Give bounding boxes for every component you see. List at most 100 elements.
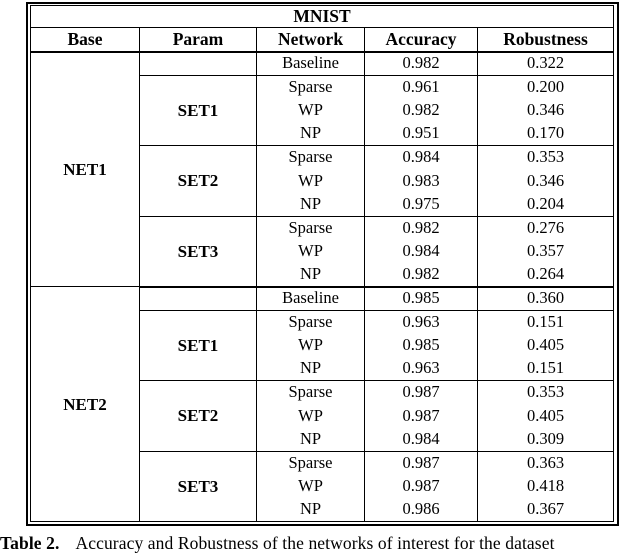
network-cell: WP — [256, 98, 365, 122]
table-row: NET1 Baseline 0.982 0.322 — [30, 51, 615, 287]
accuracy-cell: 0.982 — [364, 263, 478, 288]
param-cell-empty — [139, 286, 257, 311]
network-cell: Sparse — [256, 380, 365, 404]
table-row: NP 0.975 0.204 — [31, 192, 615, 217]
accuracy-cell: 0.987 — [364, 404, 478, 428]
accuracy-cell: 0.975 — [364, 192, 478, 217]
accuracy-cell: 0.963 — [364, 357, 478, 381]
network-cell: WP — [256, 239, 365, 263]
param-cell-set1: SET1 — [139, 75, 257, 146]
table-row: NP 0.984 0.309 — [31, 427, 615, 452]
network-cell: WP — [256, 333, 365, 357]
table-row: WP 0.982 0.346 — [31, 98, 615, 122]
table-row: NET2 Baseline 0.985 0.360 — [30, 286, 615, 522]
robustness-cell: 0.353 — [476, 145, 615, 169]
accuracy-cell: 0.984 — [364, 145, 478, 169]
network-cell: NP — [256, 192, 365, 217]
network-cell: Baseline — [256, 286, 365, 311]
network-cell: NP — [256, 357, 365, 381]
robustness-cell: 0.357 — [476, 239, 615, 263]
robustness-cell: 0.367 — [476, 498, 615, 522]
param-cell-empty — [139, 51, 257, 76]
param-cell-set2: SET2 — [139, 380, 257, 452]
param-cell-set3: SET3 — [139, 451, 257, 522]
table-row: NP 0.963 0.151 — [31, 357, 615, 381]
robustness-cell: 0.405 — [476, 404, 615, 428]
base-cell-net1: NET1 — [30, 51, 140, 287]
accuracy-cell: 0.984 — [364, 427, 478, 452]
accuracy-cell: 0.961 — [364, 75, 478, 99]
column-header-param: Param — [139, 27, 257, 53]
accuracy-cell: 0.982 — [364, 98, 478, 122]
results-table: MNIST Base Param Network Accuracy Robust… — [29, 5, 615, 522]
table-row: WP 0.987 0.405 — [31, 404, 615, 428]
robustness-cell: 0.151 — [476, 357, 615, 381]
table-2-frame: MNIST Base Param Network Accuracy Robust… — [26, 2, 620, 526]
accuracy-cell: 0.982 — [364, 51, 478, 76]
network-cell: WP — [256, 169, 365, 193]
table-row: SET2 Sparse 0.984 0.353 — [31, 145, 615, 217]
accuracy-cell: 0.984 — [364, 239, 478, 263]
table-header-row: Base Param Network Accuracy Robustness — [30, 27, 615, 53]
param-cell-set3: SET3 — [139, 216, 257, 288]
table-row: SET1 Sparse 0.961 0.200 — [31, 75, 615, 146]
table-title: MNIST — [29, 5, 615, 28]
param-cell-set2: SET2 — [139, 145, 257, 217]
base-cell-net2: NET2 — [30, 286, 140, 522]
accuracy-cell: 0.985 — [364, 333, 478, 357]
robustness-cell: 0.405 — [476, 333, 615, 357]
network-cell: NP — [256, 122, 365, 146]
accuracy-cell: 0.985 — [364, 286, 478, 311]
table-row: WP 0.985 0.405 — [31, 333, 615, 357]
network-cell: NP — [256, 427, 365, 452]
table-title-row: MNIST — [29, 5, 615, 28]
robustness-cell: 0.276 — [476, 216, 615, 240]
accuracy-cell: 0.963 — [364, 310, 478, 334]
accuracy-cell: 0.951 — [364, 122, 478, 146]
table-row: SET3 Sparse 0.982 0.276 — [31, 216, 615, 288]
table-row: NP 0.982 0.264 — [31, 263, 615, 288]
robustness-cell: 0.264 — [476, 263, 615, 288]
table-row: NP 0.986 0.367 — [31, 498, 615, 522]
network-cell: WP — [256, 474, 365, 498]
column-header-robustness: Robustness — [476, 27, 615, 53]
robustness-cell: 0.363 — [476, 451, 615, 475]
column-header-base: Base — [30, 27, 140, 53]
robustness-cell: 0.170 — [476, 122, 615, 146]
network-cell: WP — [256, 404, 365, 428]
table-row: SET1 Sparse 0.963 0.151 — [31, 310, 615, 381]
network-cell: Sparse — [256, 75, 365, 99]
network-cell: Sparse — [256, 451, 365, 475]
network-cell: Sparse — [256, 216, 365, 240]
accuracy-cell: 0.986 — [364, 498, 478, 522]
table-row: WP 0.987 0.418 — [31, 474, 615, 498]
robustness-cell: 0.322 — [476, 51, 615, 76]
accuracy-cell: 0.982 — [364, 216, 478, 240]
param-cell-set1: SET1 — [139, 310, 257, 381]
table-row: SET3 Sparse 0.987 0.363 — [31, 451, 615, 522]
robustness-cell: 0.204 — [476, 192, 615, 217]
robustness-cell: 0.418 — [476, 474, 615, 498]
robustness-cell: 0.151 — [476, 310, 615, 334]
column-header-accuracy: Accuracy — [364, 27, 478, 53]
table-row: WP 0.984 0.357 — [31, 239, 615, 263]
table-caption: Table 2. Accuracy and Robustness of the n… — [0, 533, 640, 553]
robustness-cell: 0.360 — [476, 286, 615, 311]
network-cell: NP — [256, 498, 365, 522]
robustness-cell: 0.353 — [476, 380, 615, 404]
table-row: NP 0.951 0.170 — [31, 122, 615, 146]
column-header-network: Network — [256, 27, 365, 53]
accuracy-cell: 0.987 — [364, 380, 478, 404]
accuracy-cell: 0.987 — [364, 474, 478, 498]
robustness-cell: 0.309 — [476, 427, 615, 452]
robustness-cell: 0.346 — [476, 98, 615, 122]
accuracy-cell: 0.983 — [364, 169, 478, 193]
accuracy-cell: 0.987 — [364, 451, 478, 475]
network-cell: Baseline — [256, 51, 365, 76]
caption-label: Table 2. — [0, 533, 60, 553]
robustness-cell: 0.200 — [476, 75, 615, 99]
network-cell: Sparse — [256, 145, 365, 169]
network-cell: Sparse — [256, 310, 365, 334]
caption-text: Accuracy and Robustness of the networks … — [75, 533, 555, 553]
robustness-cell: 0.346 — [476, 169, 615, 193]
